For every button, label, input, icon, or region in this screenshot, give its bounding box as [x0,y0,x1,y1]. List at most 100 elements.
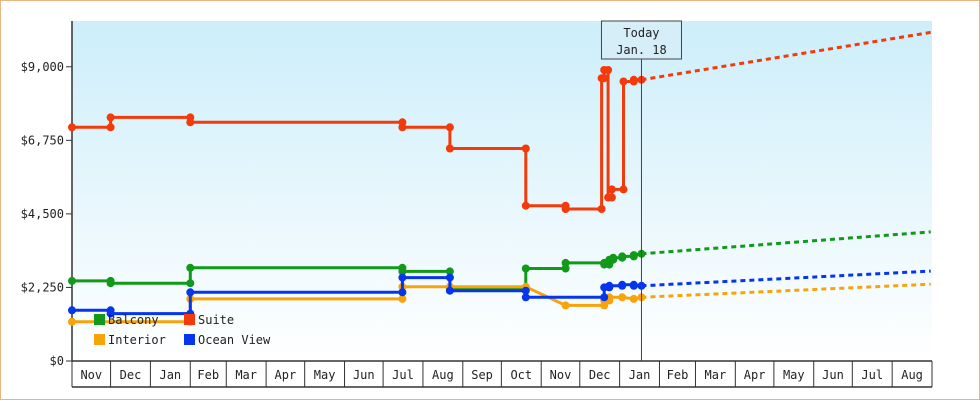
x-tick-label: Jun [822,368,844,382]
data-point [618,252,627,261]
y-tick-label: $0 [50,354,64,368]
x-tick-label: May [783,368,805,382]
data-point [561,301,570,310]
x-tick-label: Nov [550,368,572,382]
data-point [629,281,638,290]
data-point [398,267,407,276]
data-point [521,264,530,273]
legend-swatch [94,314,105,325]
series-projection [641,269,931,288]
data-point [619,77,628,86]
data-point [445,273,454,282]
data-point [521,286,530,295]
legend-label: Interior [108,333,166,347]
data-point [629,75,638,84]
legend-swatch [94,334,105,345]
data-point [186,279,195,288]
x-tick-label: Mar [235,368,257,382]
x-tick-label: Feb [667,368,689,382]
data-point [445,267,454,276]
data-point [398,273,407,282]
data-point [609,253,618,262]
legend-item: Balcony [94,313,159,327]
data-point [106,309,115,318]
data-point [186,288,195,297]
data-point [445,286,454,295]
x-tick-label: May [314,368,336,382]
data-point [68,317,76,326]
x-tick-label: Oct [510,368,532,382]
x-tick-label: Apr [744,368,766,382]
data-point [604,66,613,74]
today-date: Jan. 18 [616,43,667,57]
data-point [561,264,570,273]
legend-swatch [184,314,195,325]
series-interior [68,282,931,326]
series-projection [641,230,931,256]
x-tick-label: Jun [353,368,375,382]
data-point [561,258,570,267]
x-tick-label: Aug [432,368,454,382]
x-tick-label: Jan [629,368,651,382]
data-point [68,276,76,285]
data-point [600,74,609,83]
x-tick-label: Feb [197,368,219,382]
data-point [619,185,628,194]
data-point [398,288,407,297]
y-tick-label: $2,250 [21,280,64,294]
x-tick-label: Dec [120,368,142,382]
legend-label: Balcony [108,313,159,327]
x-tick-label: Jul [861,368,883,382]
x-tick-label: Apr [275,368,297,382]
today-label: Today [623,26,659,40]
data-point [600,293,609,302]
data-point [521,293,530,302]
data-point [68,306,76,315]
series-layer [68,30,931,326]
data-point [629,294,638,303]
data-point [106,113,115,122]
series-balcony [68,230,931,294]
y-tick-label: $6,750 [21,133,64,147]
data-point [618,280,627,289]
data-point [68,123,76,132]
legend-item: Ocean View [184,333,271,347]
data-point [186,263,195,272]
x-tick-label: Nov [80,368,102,382]
series-projection [641,30,931,82]
x-tick-label: Mar [705,368,727,382]
legend-label: Suite [198,313,234,327]
legend-label: Ocean View [198,333,271,347]
legend-item: Interior [94,333,166,347]
data-point [561,205,570,213]
series-projection [641,282,931,299]
data-point [618,293,627,302]
data-point [398,123,407,132]
legend: Balcony Suite Interior Ocean View [94,313,271,347]
data-point [597,205,606,213]
legend-swatch [184,334,195,345]
data-point [521,201,530,210]
data-point [605,281,614,290]
data-point [186,118,195,127]
x-tick-label: Dec [589,368,611,382]
data-point [445,123,454,132]
x-tick-label: Jan [159,368,181,382]
series-suite [68,30,931,213]
data-point [521,144,530,153]
x-tick-label: Aug [901,368,923,382]
data-point [106,279,115,288]
data-point [445,144,454,153]
data-point [106,123,115,132]
today-box [600,20,682,60]
y-tick-label: $9,000 [21,60,64,74]
data-point [607,185,616,194]
data-point [398,294,407,303]
x-tick-label: Sep [471,368,493,382]
y-tick-label: $4,500 [21,207,64,221]
data-point [607,193,616,202]
axes: $0 $2,250 $4,500 $6,750 $9,000 Nov Dec Jan Feb Ma… [21,21,933,388]
legend-item: Suite [184,313,234,327]
data-point [629,251,638,260]
